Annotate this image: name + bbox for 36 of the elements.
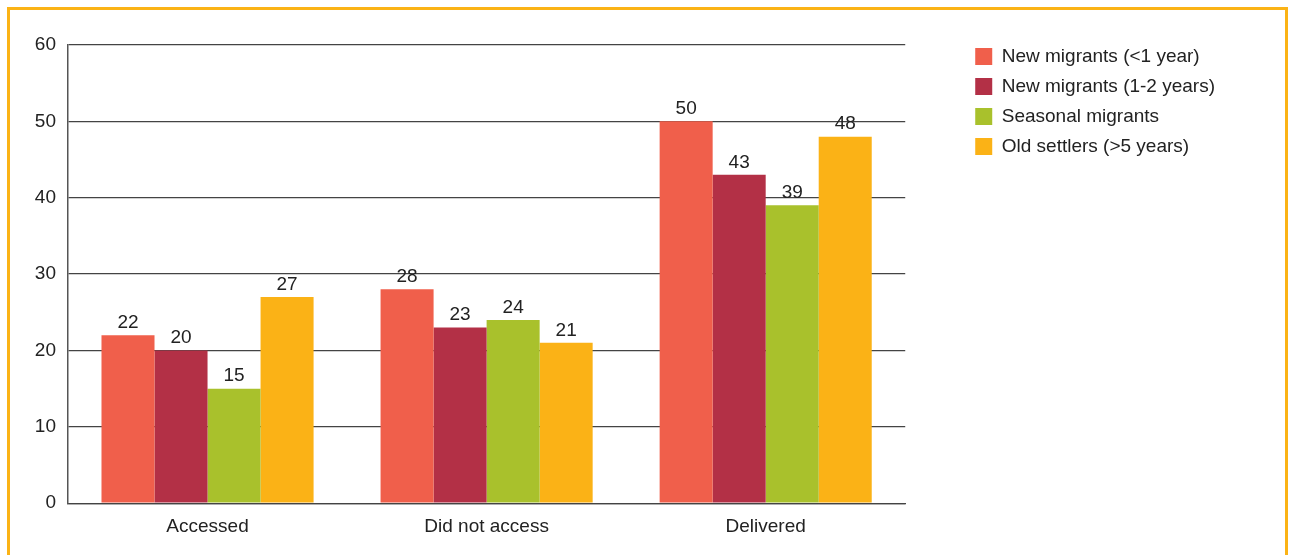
- bar: [539, 342, 593, 503]
- bar: [433, 327, 487, 503]
- bar: [659, 121, 713, 503]
- x-tick-label: Did not access: [424, 514, 549, 536]
- y-tick-label: 20: [34, 338, 56, 360]
- y-tick-label: 10: [34, 415, 56, 437]
- y-tick-label: 40: [34, 185, 56, 207]
- data-label: 43: [728, 150, 750, 172]
- legend-label: New migrants (<1 year): [1001, 44, 1200, 66]
- bar: [260, 297, 314, 503]
- data-label: 20: [170, 326, 192, 348]
- data-label: 21: [555, 318, 577, 340]
- legend-label: New migrants (1-2 years): [1001, 74, 1215, 96]
- data-label: 24: [502, 295, 525, 317]
- y-tick-label: 0: [45, 491, 56, 513]
- data-label: 22: [117, 310, 139, 332]
- data-label: 50: [675, 97, 697, 119]
- data-label: 23: [449, 303, 471, 325]
- bar: [712, 174, 766, 503]
- bar: [101, 335, 155, 503]
- data-label: 27: [276, 272, 298, 294]
- legend-label: Seasonal migrants: [1001, 104, 1160, 126]
- bar: [818, 136, 872, 503]
- x-tick-label: Accessed: [166, 514, 249, 536]
- data-label: 39: [781, 181, 803, 203]
- y-tick-label: 50: [34, 109, 56, 131]
- bar: [765, 205, 819, 503]
- bar: [380, 289, 434, 503]
- bar: [207, 388, 261, 503]
- data-label: 15: [223, 364, 245, 386]
- x-tick-label: Delivered: [725, 514, 806, 536]
- y-tick-label: 60: [34, 33, 56, 55]
- legend-label: Old settlers (>5 years): [1001, 134, 1190, 156]
- bar: [486, 319, 540, 503]
- bar: [154, 350, 208, 503]
- y-tick-label: 30: [34, 262, 56, 284]
